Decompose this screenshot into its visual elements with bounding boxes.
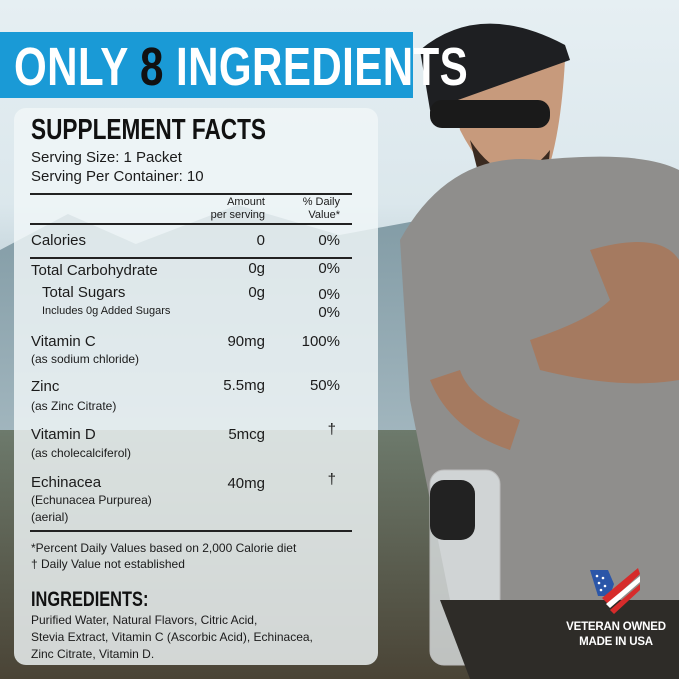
man-with-bottle xyxy=(400,23,679,679)
veteran-owned-badge: VETERAN OWNED MADE IN USA xyxy=(556,566,676,650)
ingredients-line: Purified Water, Natural Flavors, Citric … xyxy=(31,613,258,627)
facts-title: SUPPLEMENT FACTS xyxy=(31,114,267,146)
ingredients-line: Zinc Citrate, Vitamin D. xyxy=(31,647,155,661)
divider xyxy=(30,257,352,259)
dv-header: % Daily Value* xyxy=(302,196,340,221)
ingredient-count: 8 xyxy=(140,37,164,97)
divider xyxy=(30,223,352,225)
supplement-facts-panel: SUPPLEMENT FACTS Serving Size: 1 Packet … xyxy=(14,108,378,665)
ingredients-title: INGREDIENTS: xyxy=(31,588,149,611)
headline-banner: ONLY 8 INGREDIENTS xyxy=(0,32,468,98)
divider xyxy=(30,193,352,195)
servings-per-container: Serving Per Container: 10 xyxy=(31,168,204,185)
headline: ONLY 8 INGREDIENTS xyxy=(14,37,469,97)
ingredients-line: Stevia Extract, Vitamin C (Ascorbic Acid… xyxy=(31,630,313,644)
badge-line2: MADE IN USA xyxy=(579,636,653,648)
footnote-daily-values: *Percent Daily Values based on 2,000 Cal… xyxy=(31,541,297,555)
amount-header: Amount per serving xyxy=(210,196,265,221)
us-flag-chevron-icon xyxy=(590,568,640,614)
serving-size: Serving Size: 1 Packet xyxy=(31,149,182,166)
divider xyxy=(30,530,352,532)
footnote-not-established: † Daily Value not established xyxy=(31,557,185,571)
badge-line1: VETERAN OWNED xyxy=(566,621,666,633)
